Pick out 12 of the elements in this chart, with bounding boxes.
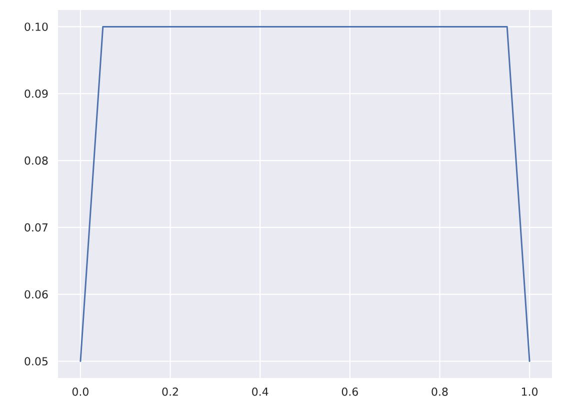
x-tick-label: 0.6 <box>342 388 358 396</box>
y-tick-label: 0.07 <box>24 223 48 232</box>
x-tick-label: 0.0 <box>72 388 88 396</box>
y-tick-label: 0.05 <box>24 357 48 366</box>
x-tick-label: 1.0 <box>522 388 538 396</box>
x-tick-label: 0.2 <box>162 388 178 396</box>
x-tick-label: 0.4 <box>252 388 268 396</box>
y-tick-label: 0.08 <box>24 156 48 165</box>
x-tick-label: 0.8 <box>432 388 448 396</box>
y-tick-label: 0.09 <box>24 89 48 98</box>
y-tick-label: 0.10 <box>24 22 48 31</box>
y-tick-label: 0.06 <box>24 290 48 299</box>
